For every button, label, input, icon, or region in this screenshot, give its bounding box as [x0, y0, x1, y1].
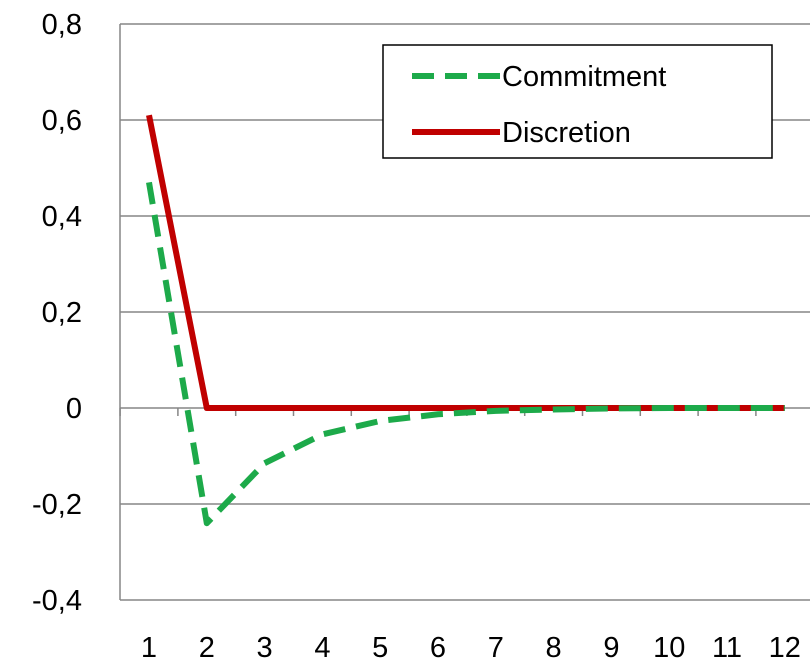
- y-tick-label: 0,6: [42, 105, 82, 137]
- x-tick-label: 3: [257, 632, 273, 664]
- x-axis-tick-labels: 1 2 3 4 5 6 7 8 9 10 11 12: [141, 632, 801, 664]
- x-tick-label: 1: [141, 632, 157, 664]
- y-tick-label: 0,2: [42, 297, 82, 329]
- x-tick-label: 6: [430, 632, 446, 664]
- series-line-discretion: [146, 114, 785, 411]
- x-tick-label: 4: [314, 632, 330, 664]
- x-tick-label: 2: [199, 632, 215, 664]
- x-tick-label: 8: [546, 632, 562, 664]
- y-tick-label: -0,4: [32, 585, 82, 617]
- series-lines: [146, 114, 785, 527]
- x-tick-label: 5: [372, 632, 388, 664]
- x-tick-label: 9: [603, 632, 619, 664]
- series-line-commitment: [146, 181, 785, 527]
- y-tick-label: 0: [66, 393, 82, 425]
- x-tick-label: 12: [769, 632, 801, 664]
- y-axis-tick-labels: -0,4 -0,2 0 0,2 0,4 0,6 0,8: [32, 9, 82, 617]
- legend-box: [382, 44, 773, 159]
- y-tick-label: -0,2: [32, 489, 82, 521]
- y-tick-label: 0,4: [42, 201, 82, 233]
- legend-label-discretion: Discretion: [502, 117, 631, 149]
- x-tick-label: 11: [712, 632, 742, 664]
- y-tick-label: 0,8: [42, 9, 82, 41]
- legend-label-commitment: Commitment: [502, 61, 666, 93]
- legend: Commitment Discretion: [382, 44, 773, 159]
- x-tick-label: 7: [488, 632, 504, 664]
- x-tick-label: 10: [653, 632, 685, 664]
